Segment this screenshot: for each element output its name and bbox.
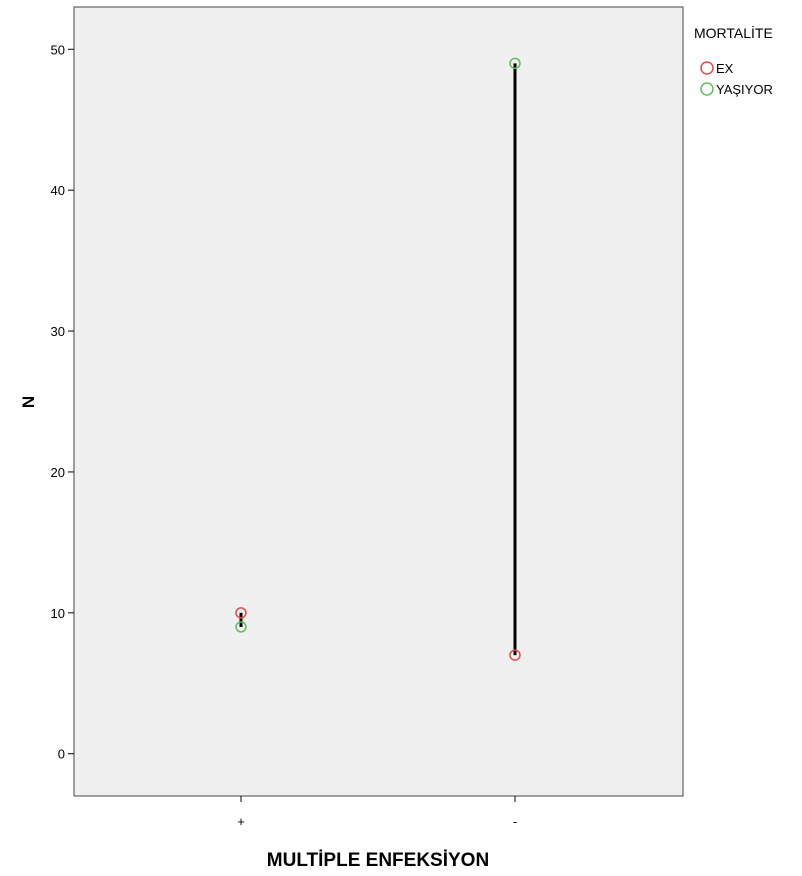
legend-label: EX bbox=[716, 61, 734, 76]
legend-label: YAŞIYOR bbox=[716, 82, 773, 97]
legend: MORTALİTE EX YAŞIYOR bbox=[694, 24, 773, 97]
x-tick-label: - bbox=[513, 814, 517, 829]
connector-lines bbox=[239, 63, 517, 656]
data-point-ex bbox=[235, 607, 247, 619]
x-axis-title: MULTİPLE ENFEKSİYON bbox=[267, 850, 489, 871]
data-point-ya-iyor bbox=[509, 57, 521, 70]
y-axis-title: N bbox=[19, 396, 38, 408]
legend-title: MORTALİTE bbox=[694, 24, 773, 41]
x-tick-label: + bbox=[237, 814, 245, 829]
legend-marker bbox=[700, 61, 714, 75]
y-tick-label: 30 bbox=[51, 324, 65, 339]
plot-background bbox=[73, 6, 684, 797]
y-tick-label: 0 bbox=[58, 747, 65, 762]
y-tick-label: 40 bbox=[51, 183, 65, 198]
data-points bbox=[235, 57, 521, 661]
x-axis: + - bbox=[237, 796, 517, 829]
y-tick-label: 20 bbox=[51, 465, 65, 480]
data-point-ex bbox=[509, 649, 521, 661]
y-tick-label: 10 bbox=[51, 606, 65, 621]
data-point-ya-iyor bbox=[235, 621, 247, 633]
y-axis: 0 10 20 30 40 50 bbox=[51, 42, 74, 762]
legend-marker bbox=[700, 82, 714, 96]
y-tick-label: 50 bbox=[51, 42, 65, 57]
